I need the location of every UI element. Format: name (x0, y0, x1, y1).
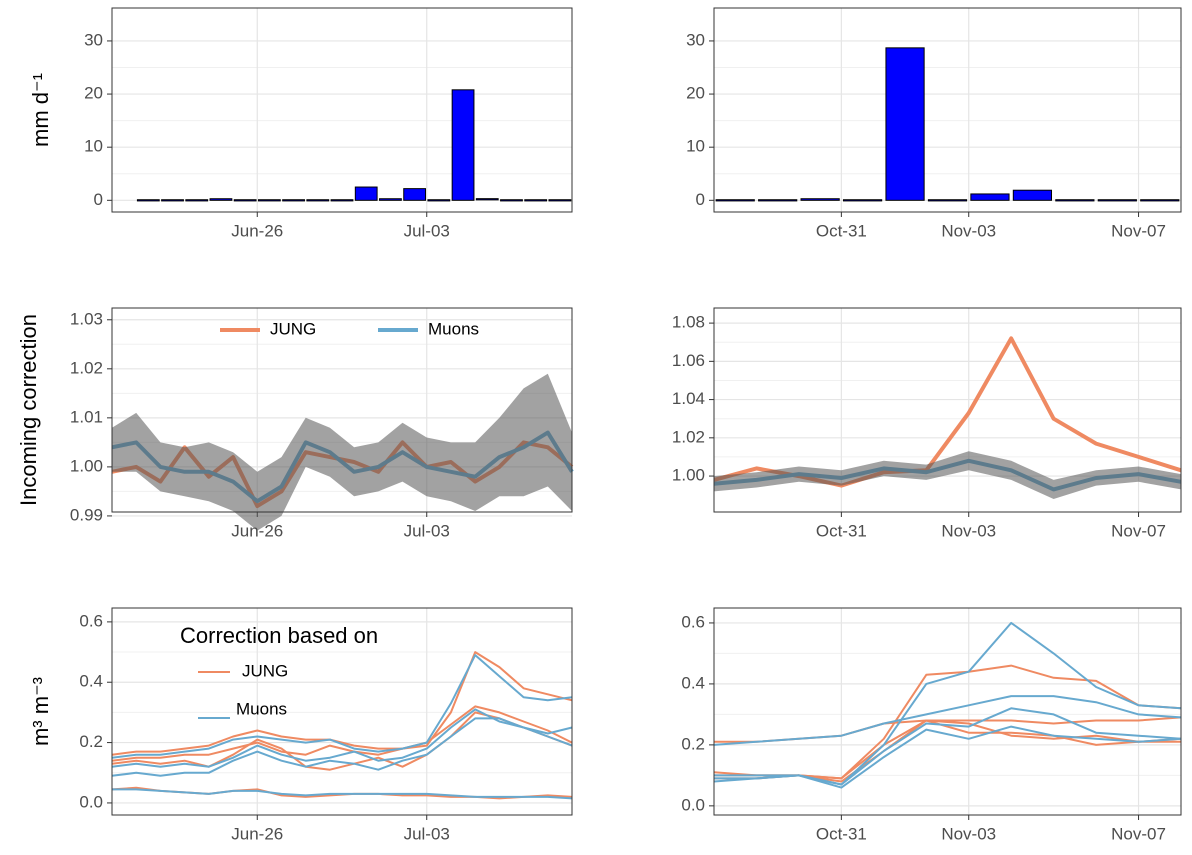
x-tick-label: Jul-03 (404, 824, 450, 843)
y-tick-label: 10 (686, 137, 705, 156)
bar (379, 198, 402, 201)
bar (330, 199, 354, 202)
bar (161, 199, 184, 202)
y-tick-label: 0.0 (79, 792, 103, 811)
panel-border (111, 607, 573, 816)
uncertainty-band (112, 373, 572, 531)
x-tick-label: Oct-31 (816, 221, 867, 240)
bar (136, 199, 160, 202)
x-tick-label: Nov-03 (941, 221, 996, 240)
y-tick-label: 10 (84, 137, 103, 156)
bar (548, 199, 572, 202)
y-tick-label: 30 (84, 30, 103, 49)
y-tick-label: 20 (84, 84, 103, 103)
bar (209, 198, 233, 201)
bar (185, 199, 209, 202)
bar (282, 199, 305, 202)
bar (524, 199, 548, 202)
y-tick-label: 0.6 (79, 611, 103, 630)
panel (714, 608, 1181, 815)
y-tick-label: 0.2 (79, 732, 103, 751)
x-tick-label: Jul-03 (404, 221, 450, 240)
x-tick-label: Jun-26 (231, 221, 283, 240)
bar (306, 199, 330, 202)
x-tick-label: Nov-07 (1111, 521, 1166, 540)
panel-border (713, 307, 1182, 513)
legend-label: JUNG (270, 319, 316, 338)
legend-label: Muons (236, 699, 287, 718)
x-tick-label: Jun-26 (231, 824, 283, 843)
panel-border (713, 607, 1182, 816)
bar (451, 89, 475, 201)
line (111, 651, 573, 756)
bar (885, 47, 925, 201)
line (111, 705, 573, 762)
bar (354, 186, 378, 201)
bar (842, 199, 883, 202)
y-tick-label: 0.4 (79, 672, 103, 691)
x-tick-label: Nov-03 (941, 521, 996, 540)
panel-border (713, 7, 1182, 213)
x-tick-label: Oct-31 (816, 521, 867, 540)
bar (427, 199, 451, 202)
y-axis-label: m³ m⁻³ (28, 677, 53, 746)
x-tick-label: Jul-03 (404, 521, 450, 540)
y-tick-label: 1.02 (70, 358, 103, 377)
y-tick-label: 1.00 (672, 466, 705, 485)
y-tick-label: 1.08 (672, 313, 705, 332)
y-tick-label: 1.04 (672, 389, 705, 408)
y-tick-label: 0 (696, 190, 705, 209)
legend-label: Muons (428, 319, 479, 338)
y-tick-label: 1.02 (672, 427, 705, 446)
y-tick-label: 1.01 (70, 407, 103, 426)
bar (1097, 199, 1137, 202)
legend-label: JUNG (242, 661, 288, 680)
x-tick-label: Oct-31 (816, 824, 867, 843)
bar (1012, 189, 1053, 201)
bar (758, 199, 798, 202)
y-tick-label: 1.03 (70, 309, 103, 328)
y-axis-label: mm d⁻¹ (28, 73, 53, 147)
x-tick-label: Nov-07 (1111, 824, 1166, 843)
x-tick-label: Nov-03 (941, 824, 996, 843)
bar (257, 199, 281, 202)
y-tick-label: 30 (686, 30, 705, 49)
line (111, 708, 573, 768)
line (112, 788, 573, 800)
bar (1055, 199, 1095, 202)
line (713, 695, 1182, 746)
bar (715, 199, 755, 202)
x-tick-label: Nov-07 (1111, 221, 1166, 240)
y-tick-label: 0.0 (681, 795, 705, 814)
panel (714, 8, 1181, 212)
bar (500, 199, 523, 202)
panel-border (111, 307, 573, 513)
bar (475, 198, 499, 201)
line (714, 725, 1182, 789)
y-tick-label: 0.2 (681, 734, 705, 753)
y-tick-label: 1.00 (70, 456, 103, 475)
panel-border (111, 7, 573, 213)
y-tick-label: 0.6 (681, 612, 705, 631)
bar (970, 193, 1010, 201)
y-axis-label: Incoming correction (16, 314, 41, 506)
y-tick-label: 20 (686, 84, 705, 103)
legend-title: Correction based on (180, 623, 378, 648)
y-tick-label: 0.4 (681, 673, 705, 692)
bar (403, 188, 427, 201)
bar (233, 199, 257, 202)
bar (800, 198, 840, 201)
bar (927, 199, 968, 202)
y-tick-label: 1.06 (672, 351, 705, 370)
y-tick-label: 0 (94, 190, 103, 209)
y-tick-label: 0.99 (70, 505, 103, 524)
line (111, 654, 573, 759)
uncertainty-band (714, 451, 1181, 499)
bar (1140, 199, 1180, 202)
x-tick-label: Jun-26 (231, 521, 283, 540)
panel (112, 8, 572, 212)
